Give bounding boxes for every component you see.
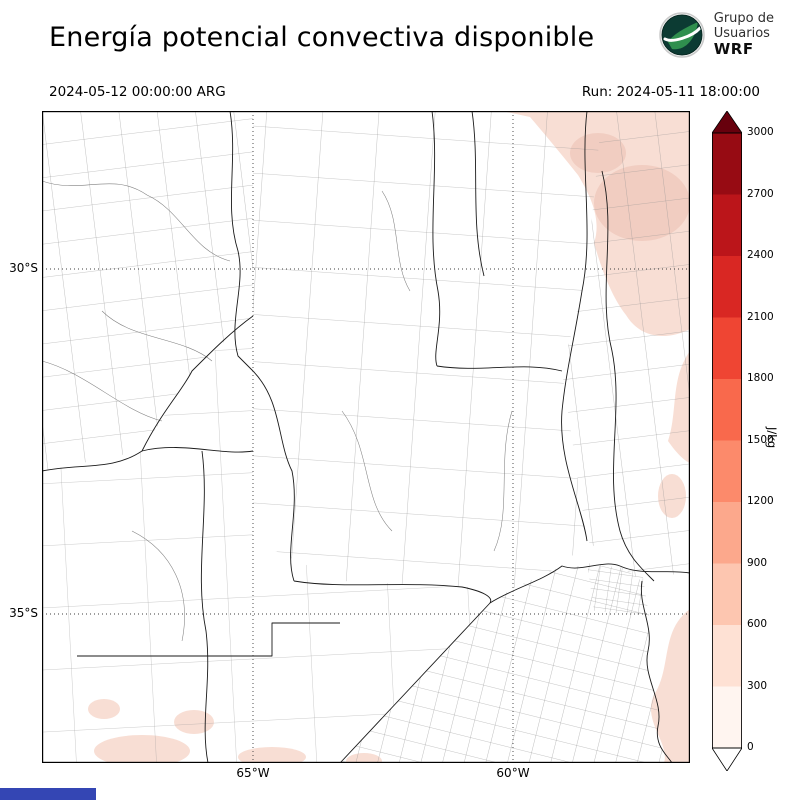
- lat-tick-35s: 35°S: [9, 606, 38, 620]
- province-boundaries: [41, 110, 691, 764]
- colorbar-segment: [712, 440, 742, 503]
- colorbar-tick-label: 300: [747, 679, 768, 692]
- colorbar-tick-label: 900: [747, 556, 768, 569]
- colorbar-segment: [712, 563, 742, 626]
- colorbar-tick-label: 0: [747, 741, 754, 753]
- minor-boundaries: [41, 180, 513, 642]
- colorbar-tick-label: 2100: [747, 310, 774, 323]
- logo-line-1: Grupo de: [713, 11, 774, 27]
- wrf-users-group-logo: Grupo de Usuarios WRF: [659, 11, 774, 59]
- colorbar-segment: [712, 317, 742, 380]
- colorbar-tick-label: 600: [747, 618, 768, 630]
- lon-tick-65w: 65°W: [236, 766, 270, 780]
- colorbar-segment: [712, 133, 742, 195]
- logo-line-2: Usuarios: [713, 25, 770, 41]
- colorbar: [712, 111, 742, 771]
- colorbar-tick-label: 2400: [747, 249, 774, 261]
- logo-wrf: WRF: [713, 40, 754, 59]
- page-title: Energía potencial convectiva disponible: [49, 22, 595, 53]
- colorbar-tick-label: 1800: [747, 372, 774, 384]
- colorbar-tick-label: 1200: [747, 495, 774, 507]
- globe-icon: [659, 12, 705, 58]
- colorbar-outline: [712, 132, 742, 749]
- colorbar-segment: [712, 194, 742, 257]
- colorbar-segment: [712, 502, 742, 564]
- colorbar-arrow-top: [712, 111, 742, 134]
- colorbar-segment: [712, 625, 742, 687]
- department-boundaries: [42, 111, 690, 763]
- colorbar-tick-labels: 3000 2700 2400 2100 1800 1500 1200 900 600 300 0: [747, 111, 793, 791]
- cape-map: [41, 110, 691, 769]
- colorbar-segment: [712, 256, 742, 318]
- colorbar-tick-label: 1500: [747, 433, 774, 446]
- colorbar-segment: [712, 379, 742, 441]
- lat-tick-30s: 30°S: [9, 261, 38, 275]
- colorbar-unit-label: J/kg: [765, 427, 779, 449]
- colorbar-arrow-bottom: [712, 747, 742, 771]
- colorbar-tick-label: 2700: [747, 187, 774, 200]
- map-frame: [41, 110, 691, 769]
- lon-tick-60w: 60°W: [496, 766, 530, 780]
- colorbar-tick-label: 3000: [747, 126, 774, 138]
- footer-bar: [0, 788, 96, 800]
- valid-time-label: 2024-05-12 00:00:00 ARG: [49, 84, 226, 100]
- gridlines: [42, 111, 690, 763]
- run-time-label: Run: 2024-05-11 18:00:00: [581, 84, 760, 100]
- logo-text: Grupo de Usuarios WRF: [713, 11, 774, 59]
- map-border: [42, 111, 690, 763]
- colorbar-segment: [712, 686, 742, 749]
